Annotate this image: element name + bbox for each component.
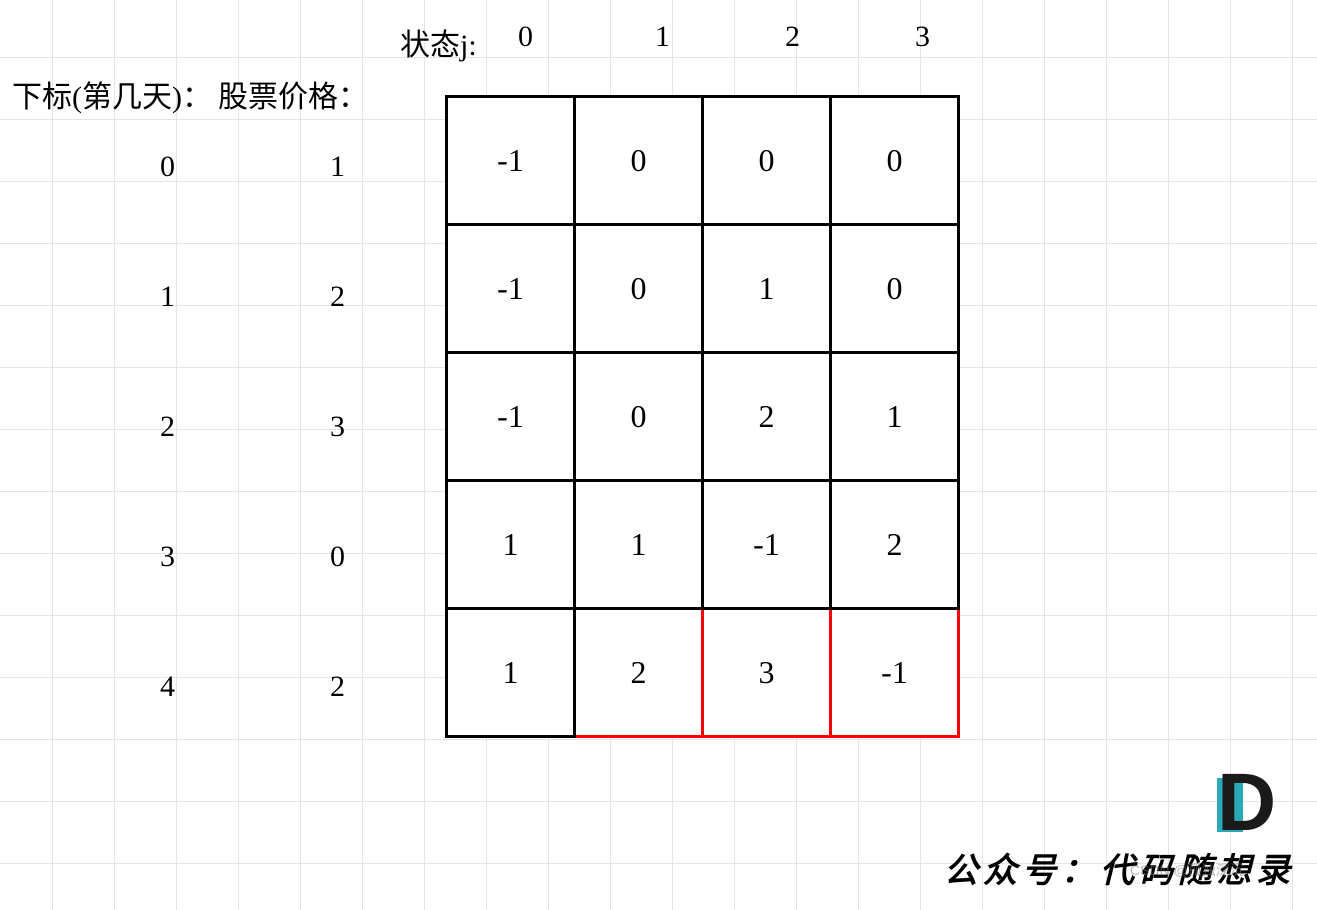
dp-cell: 2 xyxy=(703,353,831,481)
dp-cell: -1 xyxy=(447,225,575,353)
dp-cell: 2 xyxy=(831,481,959,609)
state-header-2: 2 xyxy=(785,20,800,54)
dp-cell-highlight: -1 xyxy=(831,609,959,737)
dp-cell: 0 xyxy=(575,225,703,353)
dp-cell: 0 xyxy=(703,97,831,225)
dp-cell: 0 xyxy=(575,97,703,225)
state-header-1: 1 xyxy=(655,20,670,54)
dp-table: -1 0 0 0 -1 0 1 0 -1 0 2 1 1 1 -1 2 1 2 … xyxy=(445,95,960,738)
csdn-watermark: CSDN @孤独深沉 xyxy=(1130,860,1244,880)
row-index-0: 0 xyxy=(160,150,175,184)
row-index-3: 3 xyxy=(160,540,175,574)
dp-cell: -1 xyxy=(447,353,575,481)
row-index-4: 4 xyxy=(160,670,175,704)
row-index-1: 1 xyxy=(160,280,175,314)
dp-cell: 0 xyxy=(575,353,703,481)
dp-cell: 1 xyxy=(575,481,703,609)
table-row: 1 2 3 -1 xyxy=(447,609,959,737)
dp-cell: 0 xyxy=(831,97,959,225)
dp-cell-highlight: 3 xyxy=(703,609,831,737)
dp-cell-highlight: 2 xyxy=(575,609,703,737)
table-row: -1 0 1 0 xyxy=(447,225,959,353)
dp-cell: 1 xyxy=(447,481,575,609)
state-header-3: 3 xyxy=(915,20,930,54)
table-row: -1 0 0 0 xyxy=(447,97,959,225)
table-row: 1 1 -1 2 xyxy=(447,481,959,609)
dp-cell: 1 xyxy=(831,353,959,481)
table-row: -1 0 2 1 xyxy=(447,353,959,481)
dp-cell: 1 xyxy=(703,225,831,353)
logo-icon: D xyxy=(1217,770,1287,840)
row-price-0: 1 xyxy=(330,150,345,184)
dp-cell: -1 xyxy=(703,481,831,609)
dp-cell: 0 xyxy=(831,225,959,353)
state-header-0: 0 xyxy=(518,20,533,54)
row-price-4: 2 xyxy=(330,670,345,704)
state-j-label: 状态j: xyxy=(400,20,477,64)
index-label: 下标(第几天)： xyxy=(12,72,212,116)
row-price-1: 2 xyxy=(330,280,345,314)
row-price-2: 3 xyxy=(330,410,345,444)
dp-cell: -1 xyxy=(447,97,575,225)
row-index-2: 2 xyxy=(160,410,175,444)
price-label: 股票价格： xyxy=(218,72,368,116)
row-price-3: 0 xyxy=(330,540,345,574)
dp-cell: 1 xyxy=(447,609,575,737)
